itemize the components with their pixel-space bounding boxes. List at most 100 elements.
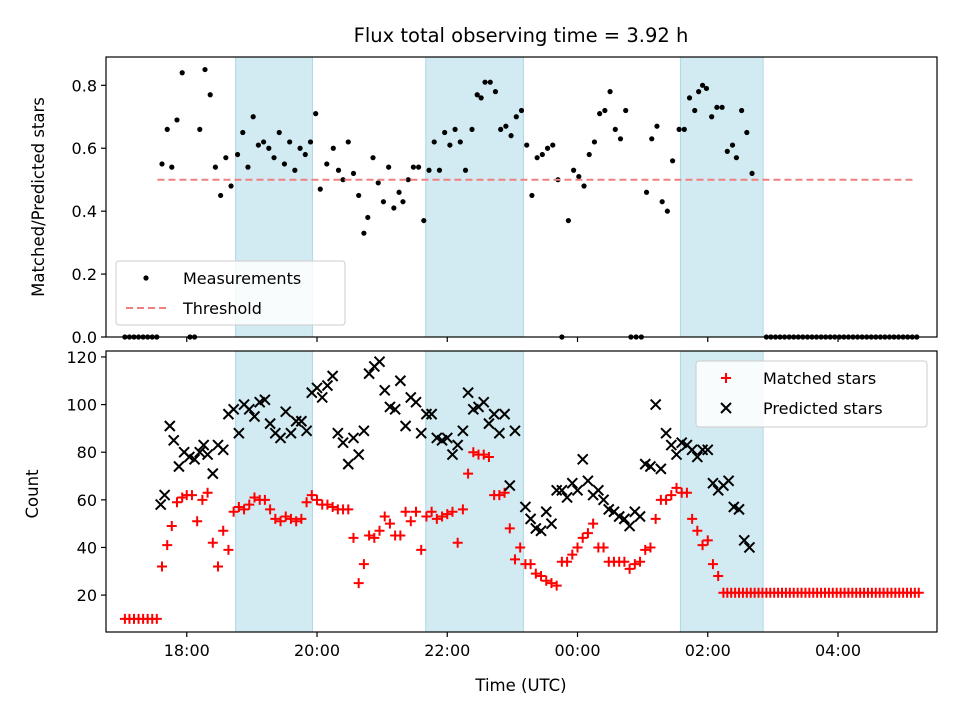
bottom-point-x [227, 403, 240, 416]
bottom-shaded-interval [235, 350, 313, 633]
bottom-point-x [201, 448, 214, 461]
bottom-point-x [441, 432, 453, 444]
bottom-point-x [733, 503, 745, 516]
bottom-point-plus [405, 516, 416, 527]
bottom-point-x [566, 477, 579, 489]
top-point-dot [335, 167, 342, 173]
bottom-point-plus [702, 535, 713, 546]
top-point-dot [457, 139, 463, 145]
bottom-point-x [173, 460, 185, 473]
bottom-point-plus [692, 525, 703, 536]
bottom-point-x [649, 398, 662, 411]
bottom-point-x [233, 427, 245, 439]
top-point-dot [370, 155, 376, 161]
bottom-panel: 20 40 60 80 100 120 18:00 20:00 22:00 00:00 02:00 0… [66, 348, 938, 660]
bottom-point-x [498, 408, 511, 420]
top-y-tick-label: 0.6 [72, 139, 97, 158]
bottom-point-x [634, 510, 646, 523]
bottom-point-x [618, 513, 631, 525]
top-point-dot [436, 167, 443, 173]
bottom-point-plus [270, 513, 281, 524]
bottom-point-x [285, 427, 297, 439]
bottom-point-plus [447, 506, 458, 517]
bottom-point-x [352, 448, 365, 461]
bottom-point-plus [515, 542, 526, 553]
bottom-point-plus [697, 540, 708, 551]
top-point-dot [416, 164, 422, 170]
bottom-point-plus [437, 511, 448, 522]
bottom-point-plus [249, 492, 260, 503]
bottom-point-plus [166, 521, 177, 532]
top-point-dot [179, 70, 185, 76]
bottom-point-plus [228, 506, 239, 517]
bottom-point-x [577, 453, 589, 466]
bottom-point-plus [463, 468, 474, 479]
bottom-point-x [415, 427, 427, 439]
bottom-point-x [321, 379, 334, 392]
bottom-point-x [290, 415, 302, 427]
top-y-tick-label: 0.0 [72, 328, 97, 347]
bottom-point-plus [353, 578, 364, 589]
legend-swatch-plus [721, 373, 731, 383]
top-point-dot [240, 129, 246, 136]
bottom-point-x [493, 427, 506, 439]
bottom-point-x [311, 382, 323, 394]
bottom-point-x [358, 425, 370, 437]
bottom-point-plus [358, 559, 369, 570]
bottom-point-x [154, 498, 167, 511]
bottom-point-plus [426, 506, 437, 517]
x-tick-label: 20:00 [294, 641, 340, 660]
top-point-dot [654, 123, 660, 129]
bottom-point-x [420, 408, 433, 420]
bottom-point-x [158, 489, 171, 501]
bottom-point-plus [157, 561, 168, 572]
bottom-point-x [373, 356, 386, 368]
bottom-point-plus [374, 525, 385, 536]
top-point-dot [696, 89, 702, 95]
top-point-dot [524, 142, 530, 148]
bottom-point-plus [551, 580, 562, 591]
top-point-dot [749, 170, 755, 177]
bottom-point-x [389, 403, 401, 416]
top-y-tick-label: 0.8 [72, 76, 97, 95]
bottom-point-plus [530, 568, 541, 579]
bottom-point-plus [431, 513, 442, 524]
bottom-point-x [660, 427, 672, 439]
top-point-dot [474, 92, 480, 98]
bottom-y-tick-label: 20 [77, 586, 97, 605]
top-point-dot [266, 145, 272, 151]
bottom-point-x [164, 420, 176, 432]
top-point-dot [340, 177, 346, 183]
top-point-dot [692, 107, 698, 114]
bottom-point-x [738, 534, 750, 547]
bottom-point-plus [468, 447, 479, 458]
bottom-point-plus [577, 532, 588, 543]
legend-label: Threshold [182, 299, 262, 318]
top-point-dot [623, 107, 629, 114]
bottom-point-plus [171, 497, 182, 508]
bottom-point-plus [681, 487, 692, 498]
bottom-point-x [243, 403, 255, 416]
top-y-axis-label: Matched/Predicted stars [29, 97, 48, 297]
bottom-point-x [655, 463, 667, 475]
bottom-point-x [379, 384, 391, 396]
top-point-dot [400, 199, 406, 205]
bottom-point-plus [478, 449, 489, 460]
bottom-point-x [488, 408, 500, 420]
bottom-point-x [462, 386, 474, 399]
top-point-dot [576, 173, 582, 180]
bottom-point-plus [546, 578, 557, 589]
bottom-point-plus [233, 501, 244, 512]
bottom-point-x [665, 439, 677, 451]
top-point-dot [317, 186, 323, 192]
bottom-point-x [457, 425, 469, 437]
bottom-point-x [686, 444, 698, 456]
top-point-dot [410, 164, 416, 170]
legend-label: Matched stars [763, 369, 876, 388]
bottom-point-x [707, 477, 719, 489]
bottom-point-plus [244, 499, 255, 510]
top-shaded-interval [425, 56, 524, 338]
top-point-dot [452, 126, 458, 132]
bottom-point-x [188, 453, 201, 466]
bottom-point-plus [291, 516, 302, 527]
